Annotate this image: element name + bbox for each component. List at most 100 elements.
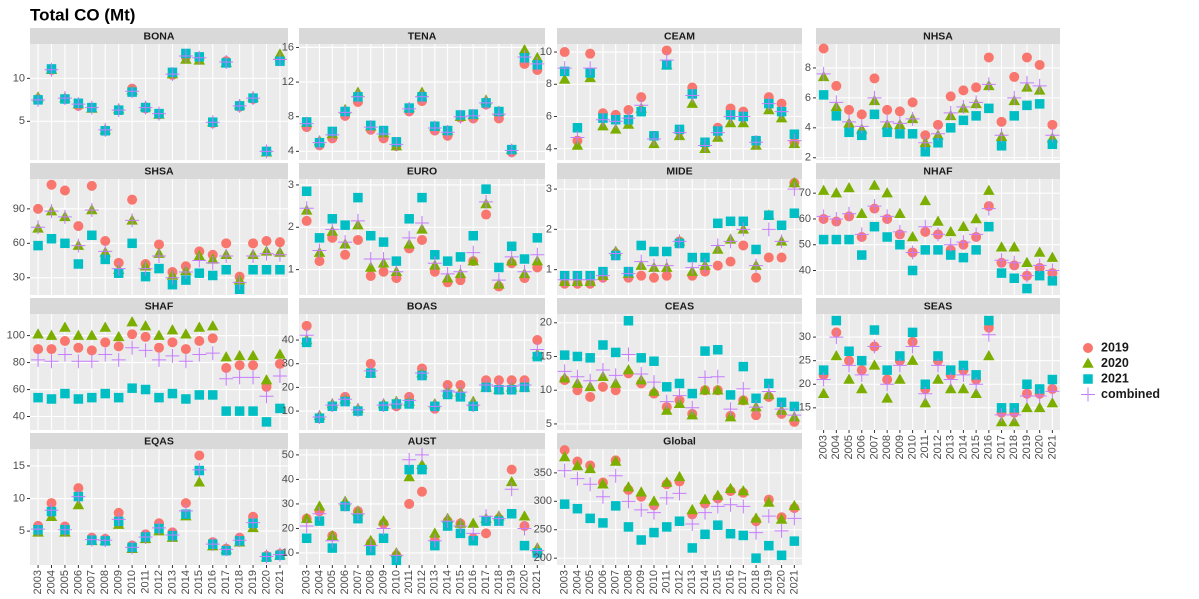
data-point (261, 264, 272, 275)
data-point (648, 385, 660, 396)
data-point (46, 233, 57, 244)
data-point (402, 230, 417, 245)
data-point (789, 401, 800, 412)
x-tick-label: 2007 (86, 570, 98, 594)
x-tick-label: 2008 (99, 570, 111, 594)
data-point (945, 123, 956, 133)
data-point (764, 540, 774, 551)
data-point (248, 360, 259, 371)
data-point (646, 258, 661, 273)
data-point (125, 213, 140, 228)
y-tick-label: 3 (288, 179, 294, 191)
data-point (427, 256, 442, 271)
data-point (363, 363, 378, 378)
data-point (764, 378, 774, 389)
data-point (943, 105, 958, 120)
data-point (208, 270, 218, 281)
data-point (856, 109, 867, 120)
panel-title: CEAM (664, 30, 695, 42)
data-point (272, 52, 287, 67)
data-point (1021, 52, 1032, 63)
data-point (774, 402, 789, 417)
data-point (636, 535, 646, 545)
data-point (570, 130, 585, 145)
x-tick-label: 2004 (313, 570, 325, 594)
data-point (646, 505, 661, 520)
data-point (234, 360, 245, 371)
data-point (570, 369, 585, 384)
y-tick-label: 50 (799, 239, 811, 251)
x-tick-label: 2008 (881, 435, 893, 459)
data-point (622, 363, 635, 375)
data-point (84, 354, 99, 369)
data-point (956, 367, 971, 382)
x-tick-label: 2018 (1008, 435, 1020, 459)
data-point (636, 92, 647, 103)
x-tick-label: 2017 (220, 570, 232, 594)
data-point (152, 352, 166, 367)
panel-title: BOAS (407, 300, 437, 312)
y-tick-label: 20 (282, 381, 294, 393)
data-point (558, 450, 571, 462)
data-point (817, 184, 830, 195)
data-point (113, 341, 124, 352)
data-point (867, 199, 882, 214)
data-point (140, 271, 151, 282)
panel-title: SHSA (144, 165, 174, 177)
data-point (194, 335, 205, 346)
data-point (272, 247, 287, 262)
data-point (1046, 251, 1059, 262)
data-point (1009, 403, 1019, 413)
data-point (659, 490, 674, 505)
data-point (314, 256, 325, 267)
data-point (127, 383, 137, 393)
data-point (274, 348, 286, 359)
data-point (787, 133, 802, 148)
data-point (504, 143, 519, 158)
strip (299, 298, 545, 314)
data-point (609, 123, 622, 134)
data-point (45, 329, 58, 340)
y-tick-label: 10 (540, 46, 552, 58)
data-point (532, 351, 543, 362)
data-point (776, 98, 787, 109)
data-point (737, 485, 750, 496)
data-point (969, 377, 984, 392)
data-point (610, 347, 621, 358)
x-tick-label: 2003 (559, 570, 571, 594)
data-point (723, 402, 738, 417)
data-point (479, 509, 494, 524)
data-point (71, 238, 86, 253)
data-point (585, 48, 596, 59)
data-point (920, 130, 931, 141)
data-point (234, 406, 245, 416)
data-point (634, 502, 649, 517)
data-point (971, 370, 981, 380)
data-point (996, 268, 1007, 278)
data-point (299, 328, 314, 343)
data-point (72, 499, 85, 510)
data-point (325, 127, 340, 142)
x-tick-label: 2021 (1046, 435, 1058, 459)
data-point (314, 516, 325, 526)
data-point (1045, 263, 1060, 278)
data-point (299, 519, 314, 534)
x-tick-label: 2019 (1021, 435, 1033, 459)
data-point (944, 382, 957, 394)
strip (299, 433, 545, 449)
data-point (153, 329, 165, 340)
data-point (46, 179, 57, 190)
data-point (46, 344, 57, 355)
data-point (831, 80, 842, 91)
data-point (1047, 276, 1058, 286)
data-point (610, 501, 621, 511)
data-point (404, 498, 415, 509)
data-point (193, 321, 206, 332)
x-tick-label: 2009 (894, 435, 906, 459)
data-point (687, 543, 698, 553)
data-point (830, 187, 843, 198)
data-point (918, 135, 933, 150)
data-point (905, 339, 920, 354)
y-tick-label: 10 (282, 547, 294, 559)
data-point (219, 371, 234, 386)
